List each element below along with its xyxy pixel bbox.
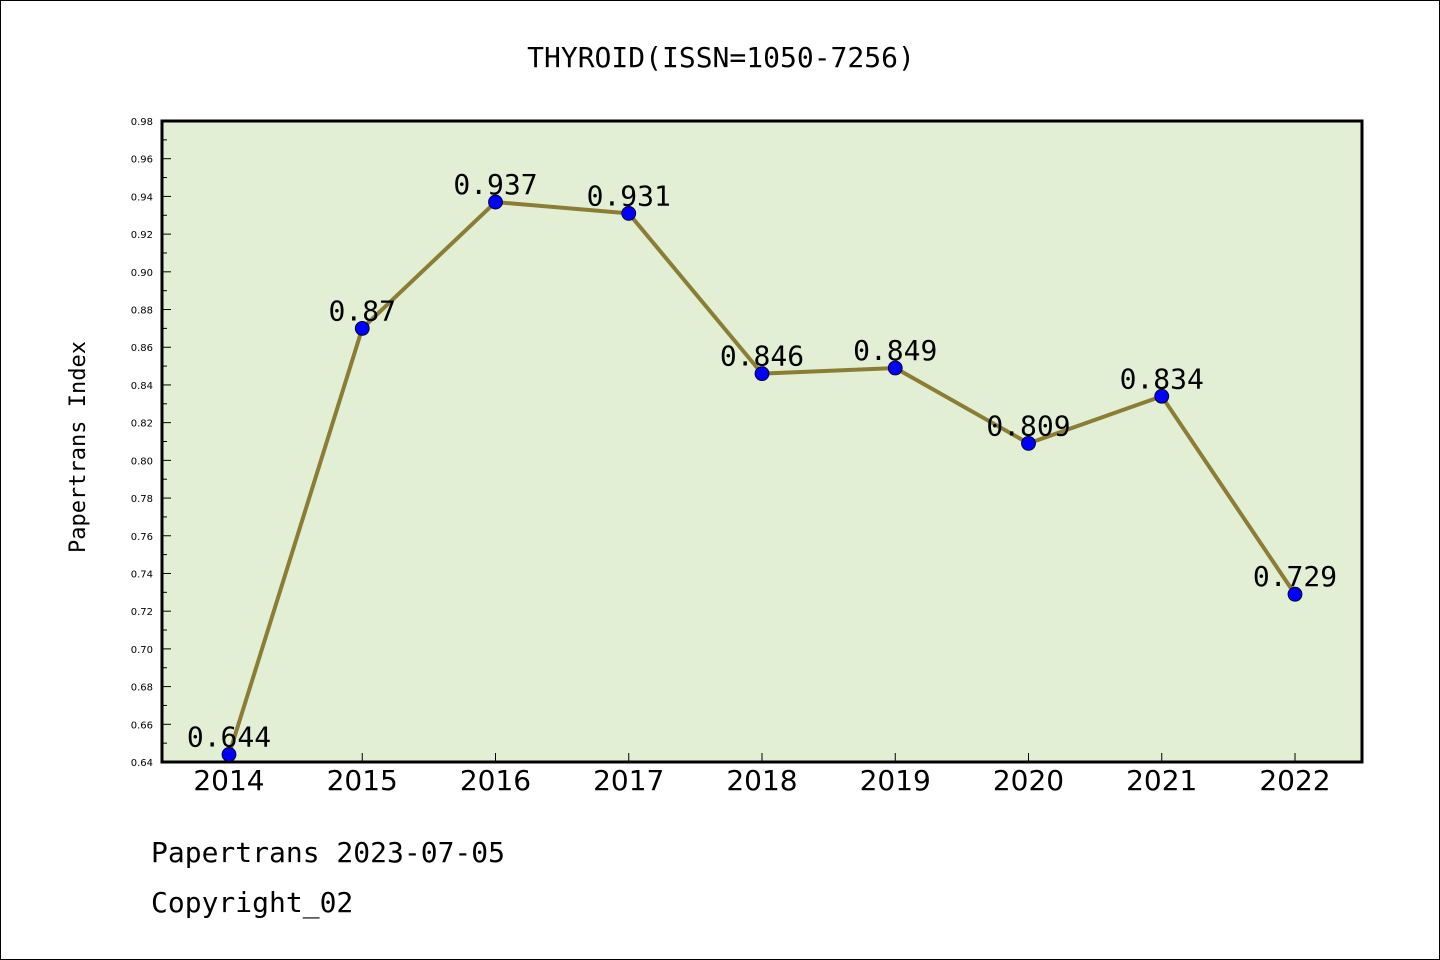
x-tick-label: 2022 [1259, 764, 1330, 797]
x-tick-label: 2014 [193, 764, 264, 797]
y-tick-label: 0.66 [131, 720, 153, 731]
data-point [488, 194, 503, 210]
footer-date: Papertrans 2023-07-05 [151, 836, 506, 869]
y-tick-label: 0.92 [131, 230, 153, 241]
y-tick-label: 0.64 [131, 758, 153, 769]
y-tick-label: 0.72 [131, 607, 153, 618]
data-label: 0.846 [720, 340, 804, 373]
y-tick-label: 0.80 [131, 456, 153, 467]
data-point [221, 747, 237, 762]
data-point [1154, 388, 1170, 404]
data-label: 0.809 [986, 409, 1070, 442]
y-tick-label: 0.70 [131, 645, 153, 656]
x-tick-label: 2019 [860, 764, 931, 797]
x-tick-label: 2020 [993, 764, 1064, 797]
data-labels: 0.644 0.87 0.937 0.931 0.846 0.849 0.809 0.834 0… [187, 168, 1337, 753]
y-tick-label: 0.98 [131, 117, 153, 128]
footer-copyright: Copyright_02 [151, 886, 354, 919]
plot-area [160, 119, 1364, 764]
data-label: 0.849 [853, 334, 937, 367]
y-tick-label: 0.94 [131, 192, 153, 203]
y-tick-label: 0.88 [131, 306, 153, 317]
data-point [754, 366, 770, 382]
data-label: 0.937 [453, 168, 537, 201]
y-axis-label: Papertrans Index [66, 341, 91, 553]
data-label: 0.644 [187, 720, 271, 753]
x-tick-label: 2015 [327, 764, 398, 797]
y-axis-ticks: 0.64 0.66 0.68 0.70 0.72 0.74 0.76 0.78 0.80 0.82… [131, 117, 171, 769]
x-tick-label: 2016 [460, 764, 531, 797]
data-point [1287, 586, 1303, 602]
data-label: 0.729 [1253, 560, 1337, 593]
y-tick-label: 0.68 [131, 683, 153, 694]
y-tick-label: 0.74 [131, 569, 153, 580]
data-point [354, 320, 370, 336]
x-axis-ticks: 2014 2015 2016 2017 2018 2019 2020 2021 2022 [193, 753, 1331, 797]
y-tick-label: 0.82 [131, 419, 153, 430]
y-tick-label: 0.90 [131, 268, 153, 279]
x-tick-label: 2017 [593, 764, 664, 797]
data-label: 0.931 [587, 179, 671, 212]
y-tick-label: 0.86 [131, 343, 153, 354]
y-tick-label: 0.96 [131, 155, 153, 166]
data-point [1021, 435, 1036, 451]
x-tick-label: 2018 [726, 764, 797, 797]
y-tick-label: 0.76 [131, 532, 153, 543]
x-tick-label: 2021 [1126, 764, 1197, 797]
y-tick-label: 0.84 [131, 381, 153, 392]
data-markers [221, 194, 1303, 762]
data-point [621, 205, 637, 221]
data-label: 0.834 [1120, 362, 1204, 395]
data-point [887, 360, 903, 376]
data-label: 0.87 [329, 294, 396, 327]
y-tick-label: 0.78 [131, 494, 153, 505]
chart-title: THYROID(ISSN=1050-7256) [527, 41, 915, 74]
